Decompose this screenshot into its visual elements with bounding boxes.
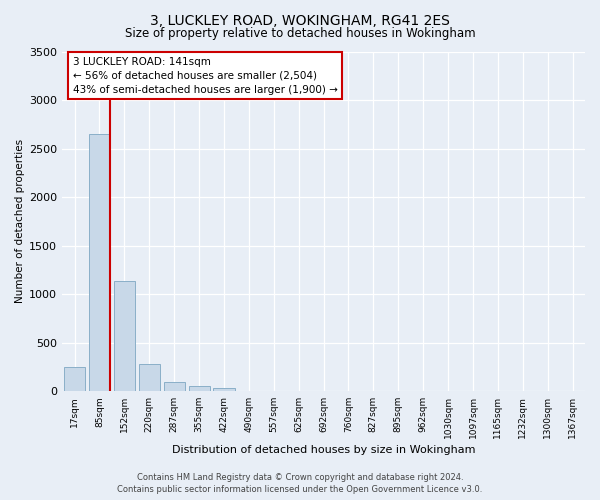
- Bar: [114, 282, 135, 391]
- Text: Size of property relative to detached houses in Wokingham: Size of property relative to detached ho…: [125, 28, 475, 40]
- Text: 3 LUCKLEY ROAD: 141sqm
← 56% of detached houses are smaller (2,504)
43% of semi-: 3 LUCKLEY ROAD: 141sqm ← 56% of detached…: [73, 56, 337, 94]
- Bar: [214, 388, 235, 391]
- Bar: [89, 134, 110, 391]
- X-axis label: Distribution of detached houses by size in Wokingham: Distribution of detached houses by size …: [172, 445, 475, 455]
- Bar: [139, 364, 160, 391]
- Bar: [164, 382, 185, 391]
- Text: Contains HM Land Registry data © Crown copyright and database right 2024.
Contai: Contains HM Land Registry data © Crown c…: [118, 472, 482, 494]
- Bar: [188, 386, 209, 391]
- Text: 3, LUCKLEY ROAD, WOKINGHAM, RG41 2ES: 3, LUCKLEY ROAD, WOKINGHAM, RG41 2ES: [150, 14, 450, 28]
- Bar: [64, 367, 85, 391]
- Y-axis label: Number of detached properties: Number of detached properties: [15, 139, 25, 304]
